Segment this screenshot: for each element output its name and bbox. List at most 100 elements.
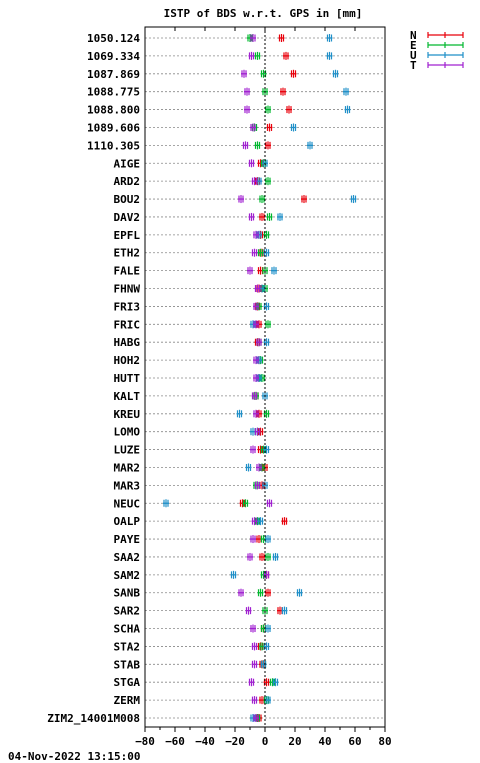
timestamp-label: 04-Nov-2022 13:15:00 (8, 750, 140, 763)
data-point-n (278, 34, 285, 42)
y-tick-label: EPFL (114, 229, 141, 242)
data-point-u (272, 678, 279, 687)
data-point-t (250, 624, 256, 633)
data-point-e (257, 248, 264, 257)
y-tick-label: HABG (114, 336, 141, 349)
data-point-t (253, 230, 259, 239)
data-point-t (238, 588, 244, 597)
data-point-t (247, 552, 253, 561)
data-point-t (253, 302, 259, 311)
y-tick-label: 1088.775 (87, 86, 140, 99)
data-point-t (248, 159, 255, 168)
data-point-u (281, 606, 288, 615)
y-tick-label: SAM2 (114, 569, 141, 582)
legend-label-n: N (410, 29, 417, 42)
y-tick-label: 1050.124 (87, 32, 140, 45)
data-point-u (277, 212, 283, 221)
data-point-e (257, 588, 264, 597)
data-point-u (263, 642, 270, 651)
x-tick-label: 20 (288, 735, 301, 748)
y-tick-label: OALP (114, 515, 141, 528)
y-tick-label: KALT (114, 390, 141, 403)
y-tick-label: STAB (114, 658, 141, 671)
data-point-t (253, 320, 259, 329)
y-tick-label: FHNW (114, 283, 141, 296)
legend-label-u: U (410, 49, 417, 62)
data-point-t (254, 284, 261, 293)
legend-label-e: E (410, 39, 417, 52)
data-point-u (265, 624, 271, 633)
data-point-t (251, 177, 258, 186)
data-point-t (248, 678, 255, 687)
data-point-u (260, 660, 267, 669)
y-tick-label: AIGE (114, 157, 141, 170)
y-tick-label: MAR2 (114, 461, 141, 474)
x-tick-label: 80 (378, 735, 391, 748)
data-point-n (259, 552, 265, 561)
data-point-e (254, 141, 261, 150)
y-tick-label: SANB (114, 587, 141, 600)
data-point-n (265, 588, 271, 597)
data-point-e (266, 212, 273, 221)
y-tick-label: SCHA (114, 623, 141, 636)
data-point-t (250, 34, 256, 42)
data-point-e (263, 230, 270, 239)
data-point-n (290, 69, 297, 78)
data-point-e (265, 552, 271, 561)
y-tick-label: ARD2 (114, 175, 141, 188)
data-point-u (245, 463, 252, 472)
y-tick-label: STGA (114, 676, 141, 689)
y-tick-label: MAR3 (114, 479, 141, 492)
data-point-t (238, 195, 244, 204)
data-point-u (265, 535, 271, 544)
x-axis: −80 −60 −40 −20 0 20 40 60 80 (135, 27, 392, 748)
data-point-e (260, 69, 267, 78)
data-point-e (259, 195, 265, 204)
data-point-t (256, 463, 262, 472)
data-point-u (326, 51, 333, 60)
data-point-e (265, 320, 271, 329)
data-point-u (326, 34, 333, 42)
x-tick-label: −60 (165, 735, 185, 748)
y-tick-label: FRI3 (114, 300, 141, 313)
y-tick-label: FALE (114, 265, 141, 278)
data-point-t (253, 714, 259, 722)
data-point-t (253, 356, 259, 365)
x-tick-label: 0 (262, 735, 269, 748)
data-point-u (163, 499, 169, 508)
data-point-u (272, 552, 279, 561)
data-point-t (251, 696, 258, 705)
data-point-u (332, 69, 339, 78)
data-point-t (266, 499, 273, 508)
data-point-t (251, 391, 258, 400)
data-point-n (301, 195, 307, 204)
data-point-u (265, 696, 271, 705)
legend-label-t: T (410, 59, 417, 72)
y-tick-label: LUZE (114, 444, 141, 457)
data-point-n (283, 51, 289, 60)
y-tick-label: 1089.606 (87, 121, 140, 134)
data-point-n (286, 105, 292, 114)
y-tick-label: 1088.800 (87, 104, 140, 117)
data-point-e (265, 105, 271, 114)
x-tick-label: 60 (348, 735, 361, 748)
data-point-t (248, 212, 255, 221)
data-point-n (281, 517, 288, 526)
data-point-t (242, 141, 249, 150)
data-point-u (236, 409, 243, 418)
data-point-n (280, 87, 286, 96)
data-point-t (250, 535, 256, 544)
data-point-t (244, 87, 250, 96)
data-point-t (251, 248, 258, 257)
y-tick-label: 1087.869 (87, 68, 140, 81)
data-point-u (257, 517, 264, 526)
data-point-n (265, 141, 271, 150)
data-point-e (242, 499, 249, 508)
data-point-t (250, 123, 256, 132)
data-point-t (256, 338, 262, 347)
x-tick-label: −80 (135, 735, 155, 748)
data-point-t (241, 69, 247, 78)
data-point-u (263, 338, 270, 347)
legend-swatch-n (427, 32, 464, 38)
